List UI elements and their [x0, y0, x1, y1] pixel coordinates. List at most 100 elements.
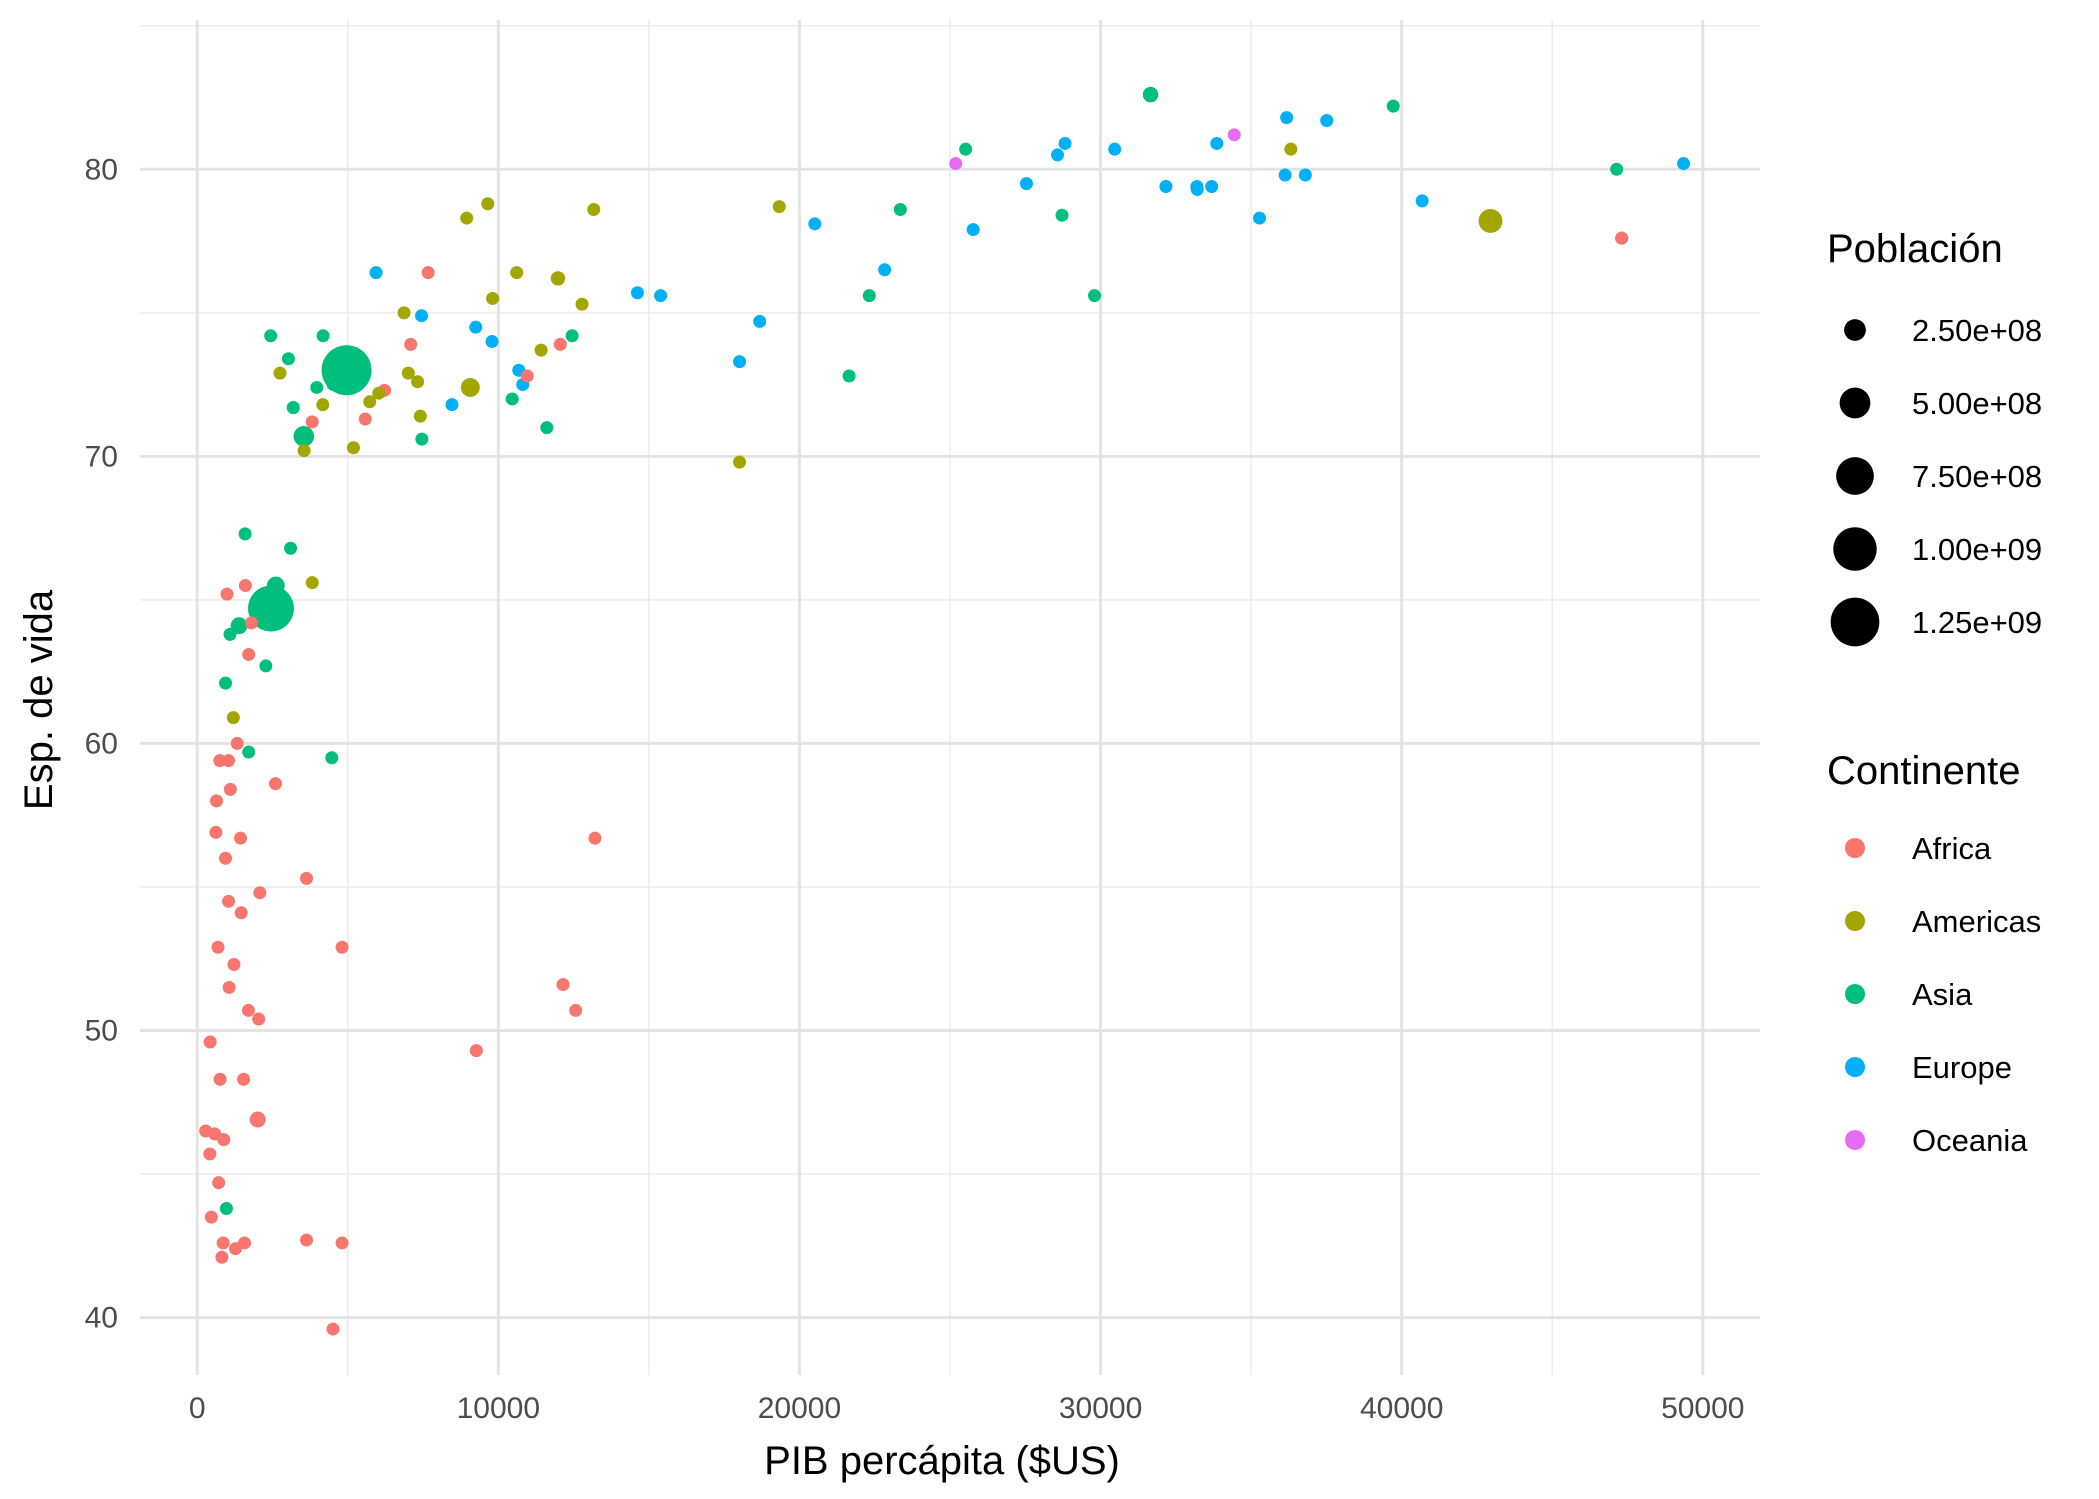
data-point-asia	[238, 527, 252, 541]
data-point-americas	[733, 455, 747, 469]
data-point-africa	[421, 266, 435, 280]
data-point-africa	[556, 978, 570, 992]
y-tick-label: 50	[85, 1015, 118, 1048]
data-point-africa	[209, 794, 223, 808]
data-point-americas	[486, 291, 500, 305]
y-tick-label: 70	[85, 440, 118, 473]
data-point-africa	[211, 940, 225, 954]
data-point-asia	[842, 369, 856, 383]
y-axis-tick-labels: 40 50 60 70 80	[85, 153, 118, 1334]
data-point-europe	[1050, 148, 1064, 162]
data-point-oceania	[1227, 128, 1241, 142]
data-point-americas	[575, 297, 589, 311]
data-point-africa	[242, 647, 256, 661]
data-point-asia	[862, 289, 876, 303]
data-point-africa	[222, 894, 236, 908]
data-point-europe	[445, 398, 459, 412]
color-legend-key	[1845, 1130, 1865, 1150]
data-point-africa	[220, 587, 234, 601]
data-point-americas	[226, 711, 240, 725]
size-legend-key	[1836, 457, 1874, 495]
size-legend-label: 1.25e+09	[1912, 605, 2042, 640]
size-legend-label: 5.00e+08	[1912, 386, 2042, 421]
data-point-europe	[469, 320, 483, 334]
data-point-europe	[654, 289, 668, 303]
data-point-americas	[411, 375, 425, 389]
data-point-europe	[753, 314, 767, 328]
data-point-europe	[733, 355, 747, 369]
data-point-asia	[266, 576, 285, 595]
data-point-europe	[415, 309, 429, 323]
color-legend-key	[1845, 911, 1865, 931]
x-tick-label: 10000	[457, 1392, 540, 1425]
data-point-africa	[215, 1250, 229, 1264]
data-point-africa	[1614, 231, 1628, 245]
data-point-europe	[1320, 113, 1334, 127]
data-point-asia	[242, 745, 256, 759]
data-point-asia	[1055, 208, 1069, 222]
data-point-asia	[264, 329, 278, 343]
data-point-africa	[203, 1035, 217, 1049]
data-point-africa	[223, 782, 237, 796]
data-point-asia	[219, 1201, 233, 1215]
data-point-africa	[249, 1111, 266, 1128]
data-point-africa	[219, 851, 233, 865]
data-point-europe	[1159, 180, 1173, 194]
size-legend-key	[1839, 387, 1871, 419]
size-legend-label: 1.00e+09	[1912, 532, 2042, 567]
data-point-asia	[259, 659, 273, 673]
data-point-europe	[1415, 194, 1429, 208]
data-point-asia	[219, 676, 233, 690]
data-point-americas	[401, 366, 415, 380]
data-point-europe	[369, 266, 383, 280]
data-point-africa	[404, 337, 418, 351]
data-point-americas	[1478, 209, 1503, 233]
data-point-europe	[1108, 142, 1122, 156]
data-point-africa	[335, 1236, 349, 1250]
x-tick-label: 20000	[758, 1392, 841, 1425]
size-legend-title: Población	[1827, 227, 2003, 271]
color-legend-title: Continente	[1827, 749, 2020, 793]
y-axis-title: Esp. de vida	[17, 589, 61, 810]
x-tick-label: 0	[189, 1392, 206, 1425]
size-legend-key	[1830, 597, 1880, 647]
data-point-americas	[316, 398, 330, 412]
data-point-africa	[241, 1003, 255, 1017]
data-point-asia	[415, 432, 429, 446]
data-point-americas	[273, 366, 287, 380]
y-tick-label: 40	[85, 1302, 118, 1335]
data-point-africa	[300, 871, 314, 885]
data-point-europe	[1210, 136, 1224, 150]
data-point-africa	[358, 412, 372, 426]
data-point-americas	[481, 197, 495, 211]
grid-minor	[140, 20, 1760, 1375]
data-point-asia	[505, 392, 519, 406]
data-point-africa	[212, 1176, 226, 1190]
data-point-africa	[209, 825, 223, 839]
size-legend: Población 2.50e+08 5.00e+08 7.50e+08 1.00e+…	[1827, 227, 2042, 647]
data-point-africa	[553, 337, 567, 351]
data-point-asia	[893, 202, 907, 216]
data-point-africa	[569, 1003, 583, 1017]
data-point-europe	[1019, 177, 1033, 191]
data-point-africa	[213, 1072, 227, 1086]
data-point-europe	[630, 286, 644, 300]
data-point-asia	[286, 400, 300, 415]
y-tick-label: 80	[85, 153, 118, 186]
data-point-americas	[346, 441, 360, 455]
data-point-africa	[326, 1322, 340, 1336]
data-point-asia	[565, 329, 579, 343]
data-point-africa	[230, 736, 244, 750]
color-legend-label: Asia	[1912, 977, 1973, 1012]
data-point-americas	[534, 343, 548, 357]
data-point-europe	[1190, 182, 1204, 196]
x-tick-label: 50000	[1661, 1392, 1744, 1425]
data-point-americas	[510, 266, 524, 280]
data-point-africa	[520, 369, 534, 383]
data-point-africa	[252, 1012, 266, 1026]
data-point-europe	[485, 335, 499, 349]
data-point-europe	[1058, 136, 1072, 150]
data-point-africa	[237, 1072, 251, 1086]
data-point-europe	[966, 223, 980, 237]
color-legend-label: Oceania	[1912, 1123, 2028, 1158]
